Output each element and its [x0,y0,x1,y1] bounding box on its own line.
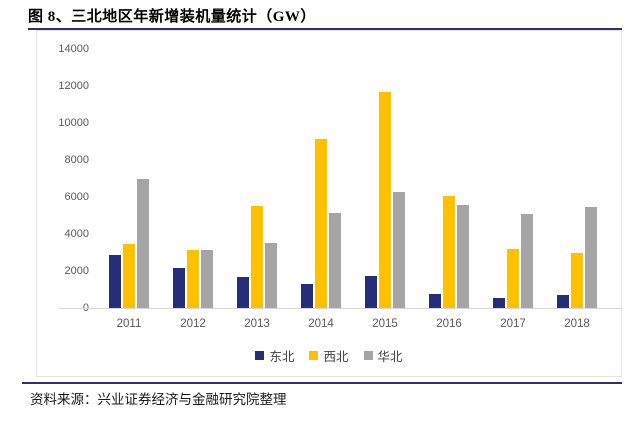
bar-huabei-2015 [393,192,405,308]
bar-dongbei-2013 [237,277,249,308]
bar-dongbei-2012 [173,267,185,308]
bar-xibei-2014 [315,139,327,308]
x-axis-tick-label: 2012 [180,318,206,330]
x-axis-tick-label: 2014 [308,318,334,330]
x-axis-tick-label: 2011 [116,318,142,330]
x-axis-tick-label: 2016 [436,318,462,330]
chart-frame: 02000400060008000100001200014000 2011201… [36,30,622,377]
legend-label: 华北 [377,350,403,364]
bar-dongbei-2017 [493,297,505,308]
y-axis-tick-label: 10000 [58,117,89,129]
legend-swatch-icon [309,351,319,360]
bar-huabei-2013 [265,243,277,308]
x-axis-tick-label: 2018 [564,318,590,330]
x-axis-line [59,308,621,309]
y-axis-tick-label: 6000 [64,191,89,203]
source-note: 资料来源：兴业证券经济与金融研究院整理 [30,392,287,407]
legend-item-dongbei: 东北 [255,346,294,365]
x-axis-tick-label: 2015 [372,318,398,330]
bar-xibei-2012 [187,249,199,308]
bar-huabei-2014 [329,212,341,308]
bar-dongbei-2016 [429,293,441,308]
legend-swatch-icon [363,351,373,360]
bar-xibei-2015 [379,91,391,308]
footer-divider-rule [22,382,622,384]
y-axis-tick-label: 4000 [64,228,89,240]
bar-dongbei-2011 [109,255,121,308]
bar-xibei-2017 [507,248,519,308]
x-axis-tick-label: 2013 [244,318,270,330]
y-axis-tick-label: 8000 [64,154,89,166]
bar-xibei-2013 [251,206,263,308]
bar-xibei-2011 [123,244,135,308]
legend-label: 东北 [269,350,295,364]
x-axis-tick-label: 2017 [500,318,526,330]
bar-huabei-2011 [137,178,149,308]
legend-swatch-icon [255,351,265,360]
bar-dongbei-2014 [301,284,313,308]
legend-item-huabei: 华北 [363,346,403,365]
bar-xibei-2018 [571,253,583,308]
figure-title: 图 8、三北地区年新增装机量统计（GW） [28,9,316,25]
bar-huabei-2017 [521,214,533,308]
legend: 东北 西北 华北 [37,346,621,365]
title-divider-rule [28,28,622,30]
y-axis-tick-label: 14000 [58,43,89,55]
legend-item-xibei: 西北 [309,346,349,365]
bar-dongbei-2018 [557,295,569,308]
bar-xibei-2016 [443,196,455,308]
bar-huabei-2012 [201,249,213,308]
bar-huabei-2018 [585,206,597,308]
y-axis-tick-label: 12000 [58,80,89,92]
legend-label: 西北 [323,350,349,364]
bar-huabei-2016 [457,204,469,308]
bar-dongbei-2015 [365,275,377,308]
y-axis-tick-label: 2000 [64,265,89,277]
